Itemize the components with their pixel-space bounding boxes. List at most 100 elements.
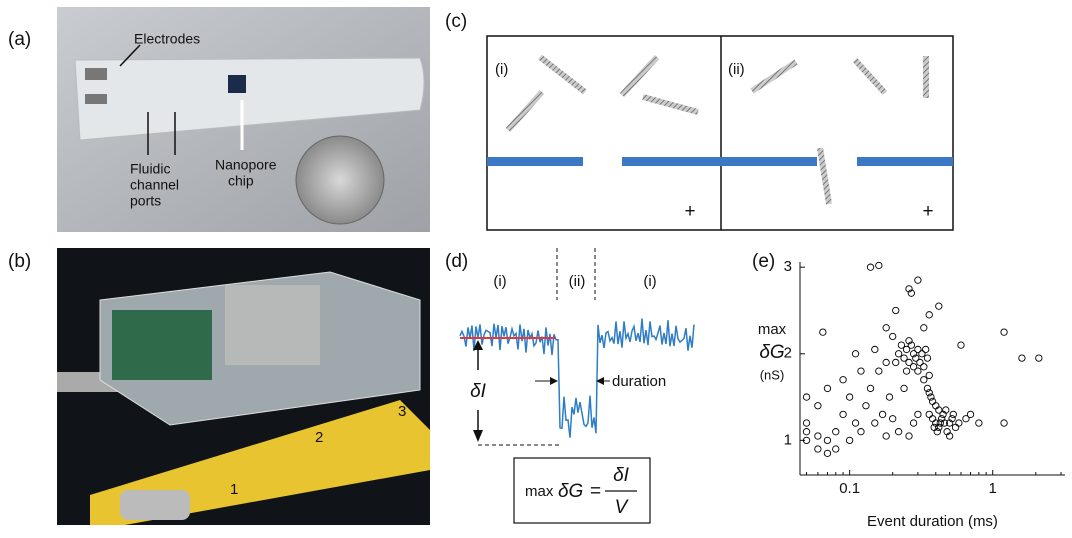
point [824,437,830,443]
point [952,424,958,430]
point [956,420,962,426]
duration-label: duration [612,373,666,390]
annotation: channel [130,177,179,193]
annotation: ports [130,193,161,209]
point [815,446,821,452]
point [921,364,927,370]
point [926,390,932,396]
point [867,385,873,391]
point [833,446,839,452]
x-tick-label: 0.1 [839,480,860,497]
point [915,411,921,417]
point [846,394,852,400]
state-label: (i) [495,61,508,78]
point [1019,355,1025,361]
point [921,325,927,331]
point [840,411,846,417]
point [917,359,923,365]
scatter-chart: (e)1230.11maxδG(nS)Event duration (ms) [752,251,1065,530]
point [815,433,821,439]
point [895,351,901,357]
point [926,312,932,318]
photo-b [57,248,430,525]
point [803,429,809,435]
sign: + [922,201,933,222]
formula: δG [558,481,583,502]
point [924,355,930,361]
point [976,420,982,426]
point [883,325,889,331]
point [867,264,873,270]
point [934,429,940,435]
photo-a [57,7,430,232]
state-label: (ii) [728,61,745,78]
ruler-mark: 1 [230,481,238,498]
point [895,429,901,435]
point [903,368,909,374]
point [922,346,928,352]
y-tick-label: 1 [784,431,792,448]
x-label: Event duration (ms) [867,513,998,530]
point [1036,355,1042,361]
point [910,364,916,370]
point [937,420,943,426]
point [803,420,809,426]
point [901,385,907,391]
point [931,424,937,430]
region-label: (ii) [569,273,586,290]
point [872,420,878,426]
panel-label: (c) [445,11,467,32]
point [967,411,973,417]
formula: = [590,481,601,502]
point [820,329,826,335]
point [893,359,899,365]
point [852,351,858,357]
point [898,342,904,348]
point [815,403,821,409]
point [958,342,964,348]
y-tick-label: 3 [784,258,792,275]
x-tick-label: 1 [989,480,997,497]
pore-diagram [487,36,953,230]
panel-label: (e) [752,251,775,272]
y-label: max [758,321,787,338]
ruler-mark: 2 [315,429,323,446]
point [1001,329,1007,335]
point [933,403,939,409]
point [919,351,925,357]
point [858,368,864,374]
y-label: δG [759,342,784,363]
point [936,303,942,309]
point [950,411,956,417]
point [1001,420,1007,426]
point [840,377,846,383]
point [833,429,839,435]
point [824,385,830,391]
formula: δI [613,465,630,486]
point [879,411,885,417]
panel-label: (b) [8,251,31,272]
panel-label: (d) [445,251,468,272]
point [889,416,895,422]
y-label: (nS) [760,367,785,382]
region-label: (i) [643,273,656,290]
point [883,433,889,439]
point [872,346,878,352]
ruler-mark: 3 [398,403,406,420]
formula: max [525,483,554,500]
point [876,262,882,268]
point [883,359,889,365]
annotation: Electrodes [134,31,200,47]
point [893,307,899,313]
point [886,394,892,400]
point [915,277,921,283]
point [929,398,935,404]
point [876,368,882,374]
annotation: Fluidic [130,161,170,177]
point [926,372,932,378]
panel-label: (a) [8,29,31,50]
point [921,377,927,383]
point [889,333,895,339]
point [906,433,912,439]
point [910,420,916,426]
